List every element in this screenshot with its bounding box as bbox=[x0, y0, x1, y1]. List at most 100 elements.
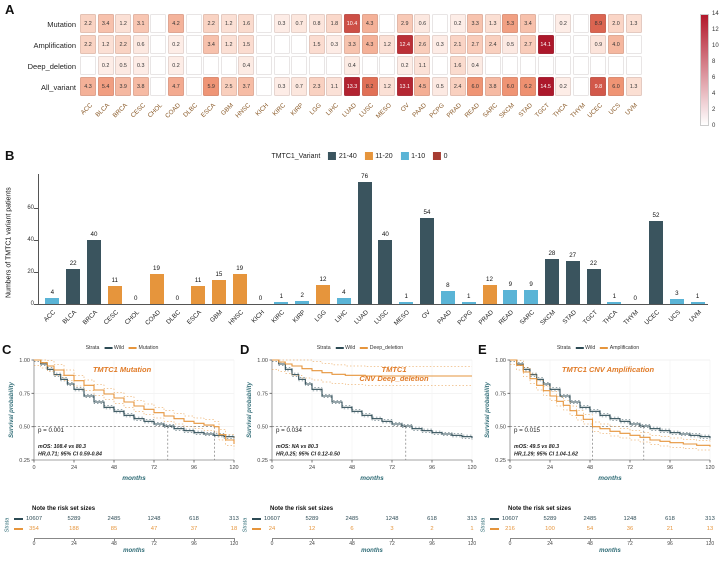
km-ci-curve bbox=[272, 359, 473, 437]
km-plot: 0.25 0.50 0.75 1.00 0 24 48 72 96 120 months Surviv… bbox=[247, 358, 477, 482]
heatmap-cell: 2.2 bbox=[203, 14, 220, 33]
bar-value-label: 40 bbox=[381, 231, 389, 238]
heatmap-cell: 0.2 bbox=[449, 14, 466, 33]
risk-row-dash bbox=[14, 518, 23, 520]
bar bbox=[232, 273, 247, 304]
heatmap-cell bbox=[432, 56, 448, 75]
bar bbox=[66, 268, 81, 304]
risk-strata-label: Strata bbox=[242, 517, 249, 533]
heatmap-colorbar-tick: 2 bbox=[712, 106, 716, 113]
bar bbox=[191, 286, 206, 304]
bar-value-label: 11 bbox=[194, 277, 202, 285]
heatmap-cell: 1.2 bbox=[379, 35, 396, 54]
heatmap-cell: 2.5 bbox=[220, 77, 237, 96]
bar-value-label: 3 bbox=[675, 290, 679, 298]
barchart-legend-item: 1-10 bbox=[400, 152, 425, 160]
km-ci-curve bbox=[34, 359, 235, 439]
barchart-legend-item: 21-40 bbox=[328, 152, 357, 160]
km-curve bbox=[34, 359, 235, 438]
risk-count: 618 bbox=[189, 516, 199, 522]
risk-axis-tick-label: 120 bbox=[467, 540, 477, 547]
heatmap-cell: 1.2 bbox=[220, 35, 237, 54]
bar bbox=[607, 302, 622, 304]
barchart-ytick-label: 0 bbox=[30, 300, 34, 307]
bar bbox=[399, 302, 414, 304]
km-curve bbox=[272, 359, 472, 377]
x-axis-label: months bbox=[360, 475, 384, 482]
legend-swatch bbox=[400, 152, 409, 160]
legend-label: 21-40 bbox=[338, 152, 357, 160]
risk-axis-tick bbox=[590, 538, 591, 541]
heatmap-cell: 6.0 bbox=[608, 77, 624, 96]
heatmap-cell: 0.4 bbox=[344, 56, 360, 75]
heatmap-cell bbox=[520, 56, 536, 75]
x-tick-label: 96 bbox=[429, 465, 435, 471]
risk-count: 21 bbox=[666, 525, 674, 532]
km-panel-c: C Strata Wild Mutation 0.25 0.50 0.75 1.00 0 24 48… bbox=[2, 342, 240, 564]
risk-axis-tick bbox=[312, 538, 313, 541]
risk-count: 5289 bbox=[543, 516, 557, 522]
risk-strata-label: Strata bbox=[4, 517, 11, 533]
heatmap-cell bbox=[185, 56, 202, 75]
risk-count: 13 bbox=[706, 525, 714, 532]
bar bbox=[544, 259, 559, 304]
legend-dash bbox=[335, 347, 344, 349]
risk-row-dash bbox=[14, 527, 23, 530]
barchart-legend-item: 11-20 bbox=[364, 152, 393, 160]
x-tick-label: 48 bbox=[587, 465, 593, 471]
heatmap-cell bbox=[326, 56, 343, 75]
bar bbox=[378, 240, 393, 304]
heatmap-cell: 14.1 bbox=[537, 35, 554, 54]
risk-table-note: Note the risk set sizes bbox=[32, 506, 96, 512]
risk-count: 188 bbox=[69, 525, 79, 532]
heatmap-row-label: Amplification bbox=[33, 41, 76, 50]
risk-row-dash bbox=[252, 518, 261, 520]
risk-row-dash bbox=[490, 527, 499, 530]
heatmap-cell bbox=[625, 56, 642, 75]
bar bbox=[357, 182, 372, 304]
heatmap-cell: 3.4 bbox=[203, 35, 220, 54]
km-panel-e: E Strata Wild Amplification 0.25 0.50 0.75 1.00… bbox=[478, 342, 716, 564]
heatmap-cell: 3.9 bbox=[115, 77, 132, 96]
heatmap-cell: 8.2 bbox=[361, 77, 378, 96]
heatmap-cell: 6.0 bbox=[502, 77, 519, 96]
heatmap-cell bbox=[308, 56, 325, 75]
x-tick-label: 120 bbox=[229, 465, 238, 471]
barchart-ytick-label: 60 bbox=[27, 204, 34, 211]
y-tick-label: 0.25 bbox=[19, 458, 30, 464]
x-tick-label: 96 bbox=[667, 465, 673, 471]
x-tick-label: 120 bbox=[467, 465, 476, 471]
heatmap-cell bbox=[432, 14, 448, 33]
y-tick-label: 0.75 bbox=[495, 391, 506, 397]
legend-dash bbox=[575, 347, 584, 349]
heatmap-cell bbox=[572, 35, 589, 54]
risk-axis-tick bbox=[154, 538, 155, 541]
km-annotation: HR,1.29; 95% CI 1.04-1.62 bbox=[514, 452, 578, 458]
heatmap-cell: 4.3 bbox=[361, 14, 378, 33]
y-tick-label: 0.50 bbox=[19, 425, 30, 431]
risk-axis-tick-label: 0 bbox=[270, 540, 274, 547]
heatmap-cell: 1.5 bbox=[308, 35, 325, 54]
km-legend-item: Deep_deletion bbox=[360, 345, 403, 351]
y-tick-label: 1.00 bbox=[257, 358, 268, 364]
risk-axis-tick-label: 96 bbox=[667, 540, 673, 547]
risk-axis-tick bbox=[272, 538, 273, 541]
barchart-ylabel: Numbers of TMTC1 variant patients bbox=[5, 187, 13, 299]
risk-count: 18 bbox=[230, 525, 238, 532]
heatmap-cell: 3.4 bbox=[97, 14, 114, 33]
heatmap-cell: 1.8 bbox=[326, 14, 343, 33]
y-tick-label: 0.75 bbox=[19, 391, 30, 397]
heatmap-cell: 0.4 bbox=[238, 56, 255, 75]
x-tick-label: 24 bbox=[71, 465, 77, 471]
risk-strata-label: Strata bbox=[480, 517, 487, 533]
risk-count: 354 bbox=[29, 525, 39, 532]
heatmap-colorbar-tick: 8 bbox=[712, 58, 716, 65]
bar bbox=[295, 300, 310, 304]
bar-value-label: 1 bbox=[279, 293, 284, 301]
bar bbox=[482, 284, 497, 304]
heatmap-cell bbox=[150, 14, 167, 33]
risk-table-note: Note the risk set sizes bbox=[270, 506, 334, 512]
heatmap-cell bbox=[572, 56, 589, 75]
heatmap-cell bbox=[502, 56, 519, 75]
heatmap-cell: 3.8 bbox=[484, 77, 501, 96]
